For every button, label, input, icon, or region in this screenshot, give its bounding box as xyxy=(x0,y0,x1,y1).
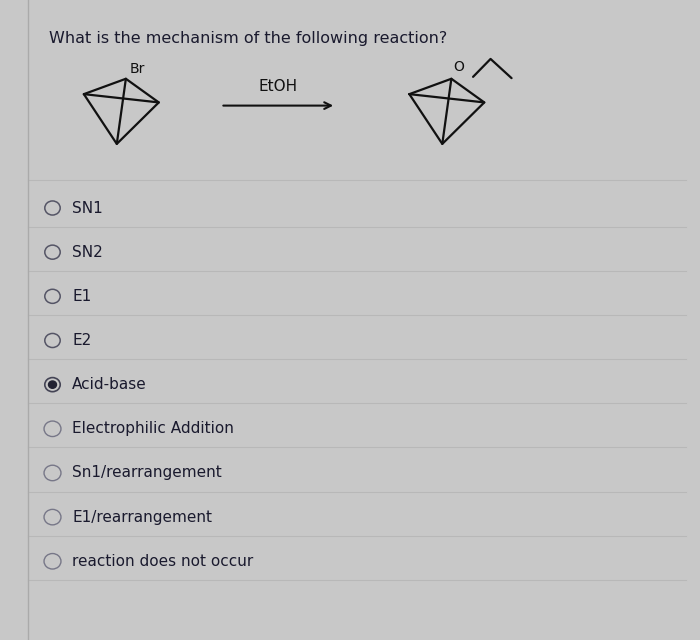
Text: Sn1/rearrangement: Sn1/rearrangement xyxy=(72,465,222,481)
Text: Br: Br xyxy=(130,61,145,76)
Text: E2: E2 xyxy=(72,333,91,348)
Text: SN1: SN1 xyxy=(72,200,103,216)
Text: What is the mechanism of the following reaction?: What is the mechanism of the following r… xyxy=(49,31,447,45)
Circle shape xyxy=(48,381,57,388)
Text: E1/rearrangement: E1/rearrangement xyxy=(72,509,212,525)
Text: SN2: SN2 xyxy=(72,244,103,260)
Text: reaction does not occur: reaction does not occur xyxy=(72,554,253,569)
Text: O: O xyxy=(454,60,464,74)
Text: Electrophilic Addition: Electrophilic Addition xyxy=(72,421,234,436)
Text: EtOH: EtOH xyxy=(259,79,298,94)
Text: E1: E1 xyxy=(72,289,91,304)
Text: Acid-base: Acid-base xyxy=(72,377,147,392)
